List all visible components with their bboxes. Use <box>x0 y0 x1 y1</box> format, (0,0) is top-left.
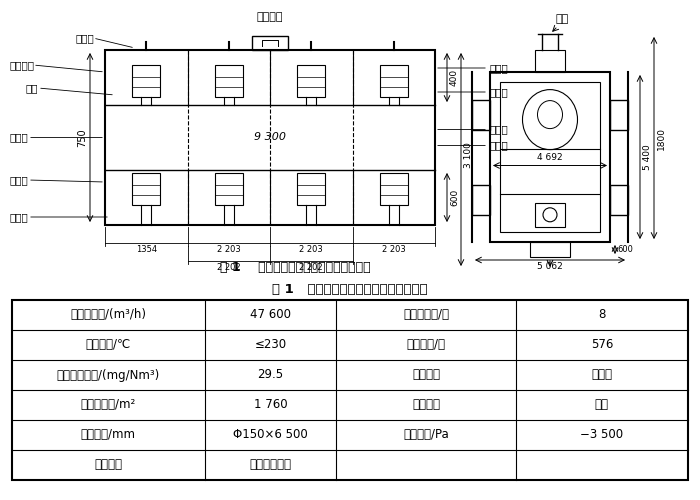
Bar <box>132 65 160 97</box>
Text: 1 760: 1 760 <box>254 398 288 411</box>
Text: 47 600: 47 600 <box>250 308 291 322</box>
Bar <box>500 82 600 232</box>
Text: 除尘器室数/个: 除尘器室数/个 <box>403 308 449 322</box>
Text: 反吹风机: 反吹风机 <box>257 12 284 22</box>
Text: 检修门: 检修门 <box>10 132 29 142</box>
Text: 3 100: 3 100 <box>464 142 473 169</box>
Text: 反吹风: 反吹风 <box>592 368 612 382</box>
Text: 576: 576 <box>591 338 613 351</box>
Text: 袋室: 袋室 <box>25 83 38 93</box>
Text: 图 1    改造后的烘干机袋除尘器结构示意: 图 1 改造后的烘干机袋除尘器结构示意 <box>220 261 370 274</box>
Text: 出风道: 出风道 <box>490 87 509 97</box>
Bar <box>298 173 326 205</box>
Text: 5 062: 5 062 <box>537 262 563 271</box>
Text: 2 203: 2 203 <box>217 245 241 254</box>
Text: 滤袋: 滤袋 <box>555 14 568 24</box>
Text: 8: 8 <box>598 308 606 322</box>
Bar <box>12 300 688 480</box>
Bar <box>132 173 160 205</box>
Bar <box>379 65 407 97</box>
Text: 1354: 1354 <box>136 245 157 254</box>
Text: 滤袋材质: 滤袋材质 <box>94 458 122 471</box>
Bar <box>490 72 610 242</box>
Text: 600: 600 <box>450 189 459 206</box>
Bar <box>252 36 288 50</box>
Text: 清灰方式: 清灰方式 <box>412 368 440 382</box>
Text: 750: 750 <box>77 128 87 147</box>
Bar <box>215 173 243 205</box>
Bar <box>379 173 407 205</box>
Text: Φ150×6 500: Φ150×6 500 <box>233 428 308 442</box>
Bar <box>298 65 326 97</box>
Text: 9 300: 9 300 <box>254 132 286 142</box>
Text: 400: 400 <box>450 69 459 86</box>
Text: 2 202: 2 202 <box>217 263 241 272</box>
Text: −3 500: −3 500 <box>580 428 624 442</box>
Bar <box>215 65 243 97</box>
Text: 600: 600 <box>617 244 633 254</box>
Text: 允许耐压/Pa: 允许耐压/Pa <box>403 428 449 442</box>
Text: 出气口: 出气口 <box>490 63 509 73</box>
Text: 进风道: 进风道 <box>10 175 29 185</box>
Bar <box>472 184 490 214</box>
Text: 出口排放浓度/(mg/Nm³): 出口排放浓度/(mg/Nm³) <box>57 368 160 382</box>
Text: 2 203: 2 203 <box>382 245 405 254</box>
Bar <box>535 50 565 72</box>
Text: 1800: 1800 <box>657 126 666 150</box>
Text: 内滤: 内滤 <box>595 398 609 411</box>
Text: 总过滤面积/m²: 总过滤面积/m² <box>80 398 136 411</box>
Bar <box>535 203 565 227</box>
Text: 29.5: 29.5 <box>258 368 284 382</box>
Text: 中隔板: 中隔板 <box>490 124 509 134</box>
Text: 烟气温度/℃: 烟气温度/℃ <box>85 338 131 351</box>
Bar <box>530 242 570 257</box>
Text: ≤230: ≤230 <box>255 338 286 351</box>
Text: 反吹风道: 反吹风道 <box>10 60 35 70</box>
Text: 5 400: 5 400 <box>643 144 652 170</box>
Text: 过滤方式: 过滤方式 <box>412 398 440 411</box>
Bar <box>472 100 490 130</box>
Text: 玻纤覆膜滤布: 玻纤覆膜滤布 <box>250 458 292 471</box>
Bar <box>610 184 628 214</box>
Bar <box>105 50 435 225</box>
Text: 进气口: 进气口 <box>10 212 29 222</box>
Text: 滤袋规格/mm: 滤袋规格/mm <box>80 428 136 442</box>
Text: 处理烟气量/(m³/h): 处理烟气量/(m³/h) <box>70 308 146 322</box>
Text: 2 203: 2 203 <box>300 245 323 254</box>
Text: 提升阀: 提升阀 <box>75 33 94 43</box>
Text: 表 1   改造后烘干机袋除尘器的技术参数: 表 1 改造后烘干机袋除尘器的技术参数 <box>272 283 428 296</box>
Text: 滤袋数量/条: 滤袋数量/条 <box>407 338 446 351</box>
Text: 4 692: 4 692 <box>537 154 563 162</box>
Text: 2 202: 2 202 <box>300 263 323 272</box>
Text: 室隔板: 室隔板 <box>490 140 509 150</box>
Bar <box>610 100 628 130</box>
